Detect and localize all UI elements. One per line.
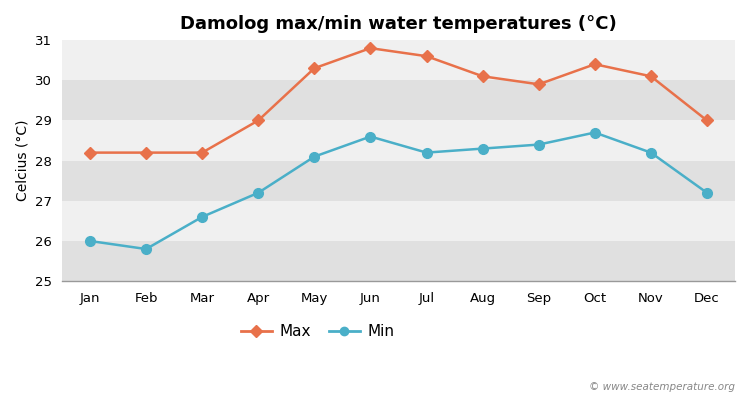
Max: [366, 46, 375, 50]
Max: [703, 118, 712, 123]
Bar: [62, 201, 735, 241]
Bar: [62, 120, 735, 161]
Min: [422, 150, 431, 155]
Max: [86, 150, 94, 155]
Min: [590, 130, 599, 135]
Min: [366, 134, 375, 139]
Bar: [62, 161, 735, 201]
Line: Min: Min: [86, 128, 712, 254]
Bar: [62, 80, 735, 120]
Text: © www.seatemperature.org: © www.seatemperature.org: [589, 382, 735, 392]
Legend: Max, Min: Max, Min: [235, 318, 400, 345]
Max: [254, 118, 262, 123]
Max: [590, 62, 599, 67]
Bar: [62, 241, 735, 281]
Min: [478, 146, 487, 151]
Min: [142, 247, 151, 252]
Max: [142, 150, 151, 155]
Line: Max: Max: [86, 44, 711, 157]
Min: [534, 142, 543, 147]
Min: [198, 214, 207, 219]
Max: [310, 66, 319, 71]
Y-axis label: Celcius (°C): Celcius (°C): [15, 120, 29, 201]
Max: [198, 150, 207, 155]
Max: [534, 82, 543, 87]
Min: [254, 190, 262, 195]
Min: [646, 150, 656, 155]
Min: [310, 154, 319, 159]
Bar: [62, 40, 735, 80]
Title: Damolog max/min water temperatures (°C): Damolog max/min water temperatures (°C): [180, 15, 616, 33]
Max: [422, 54, 431, 58]
Min: [703, 190, 712, 195]
Max: [478, 74, 487, 79]
Min: [86, 239, 94, 244]
Max: [646, 74, 656, 79]
